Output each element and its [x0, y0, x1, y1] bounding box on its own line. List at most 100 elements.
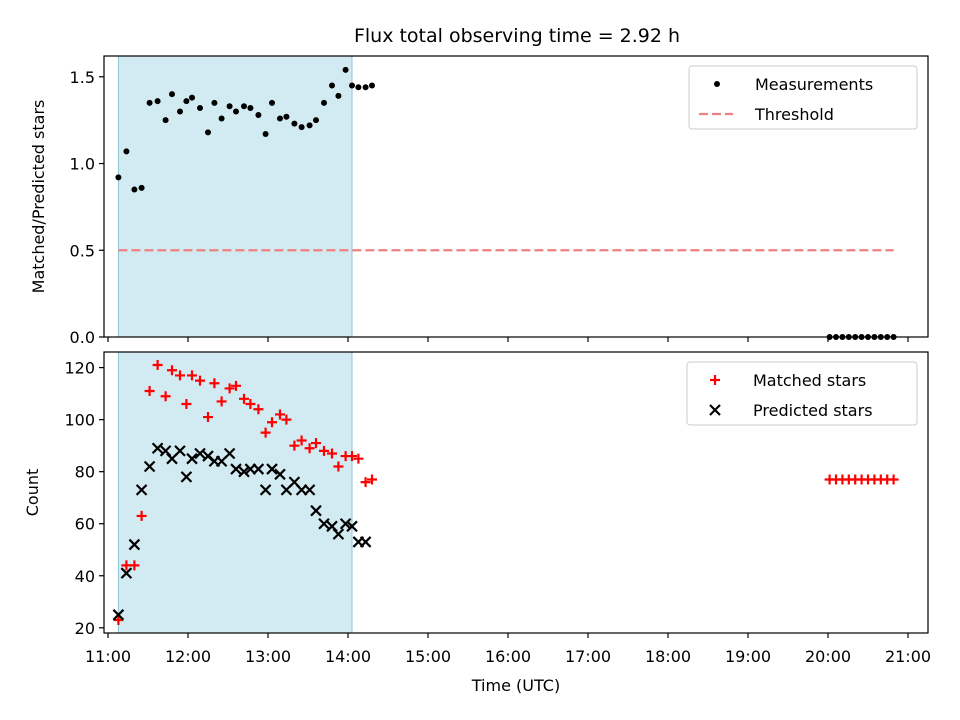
count-predicted-stars-point	[318, 517, 330, 530]
ratio-measurements-point	[226, 103, 233, 110]
count-predicted-stars-point	[194, 447, 206, 460]
count-matched-stars-point	[267, 417, 277, 428]
count-matched-stars-point	[319, 445, 329, 456]
ratio-legend-measurements-swatch	[714, 81, 720, 87]
ratio-y-tick-label: 1.5	[70, 68, 95, 87]
ratio-axes-frame	[103, 55, 929, 338]
ratio-measurements-point	[205, 129, 211, 136]
ratio-measurements-point	[131, 186, 138, 193]
count-matched-stars-point	[296, 435, 307, 446]
count-matched-stars-point	[113, 614, 124, 625]
ratio-y-tick-label: 1.0	[70, 155, 95, 174]
ratio-measurements-point	[342, 66, 349, 73]
count-y-tick-label: 100	[64, 411, 95, 430]
count-matched-stars-point	[367, 474, 377, 485]
count-x-tick-label: 18:00	[645, 647, 691, 666]
count-x-tick-label: 17:00	[565, 647, 611, 666]
count-matched-stars-point	[231, 380, 241, 391]
count-predicted-stars-point	[223, 447, 236, 460]
count-matched-stars-point	[253, 404, 264, 415]
ratio-measurements-point	[233, 108, 239, 115]
ratio-measurements-point	[313, 117, 319, 124]
count-predicted-stars-point	[230, 463, 242, 475]
ratio-measurements-point	[277, 115, 283, 122]
count-x-tick-label: 16:00	[485, 647, 531, 666]
ratio-measurements-point	[306, 122, 313, 129]
count-matched-stars-point	[239, 393, 249, 404]
count-x-tick-label: 14:00	[325, 647, 371, 666]
count-predicted-stars-point	[252, 463, 265, 475]
count-predicted-stars-point	[128, 538, 141, 551]
count-x-tick-label: 13:00	[245, 647, 291, 666]
ratio-measurements-point	[189, 94, 195, 101]
ratio-measurements-point	[329, 82, 335, 89]
ratio-measurements-point	[183, 98, 190, 105]
count-matched-stars-point	[281, 414, 292, 425]
count-matched-stars-point	[224, 383, 235, 394]
ratio-measurements-point	[177, 108, 183, 115]
ratio-measurements-point	[355, 84, 362, 91]
count-matched-stars-point	[129, 560, 140, 571]
ratio-measurements-point	[255, 111, 262, 118]
count-matched-stars-point	[152, 360, 163, 371]
count-predicted-stars-point	[346, 520, 358, 533]
count-predicted-stars-point	[174, 445, 186, 457]
count-matched-stars-point	[136, 510, 147, 521]
count-predicted-stars-point	[238, 465, 250, 478]
count-predicted-stars-point	[186, 452, 198, 465]
ratio-measurements-point	[241, 103, 247, 110]
count-matched-stars-point	[888, 474, 899, 485]
count-matched-stars-point	[167, 365, 177, 376]
count-predicted-stars-point	[120, 567, 133, 579]
count-y-tick-label: 80	[75, 463, 95, 482]
count-y-tick-label: 40	[75, 567, 95, 586]
ratio-measurements-point	[335, 92, 342, 99]
ratio-measurements-point	[123, 148, 130, 155]
count-matched-stars-point	[209, 378, 220, 389]
count-y-tick-label: 120	[64, 359, 95, 378]
ratio-measurements-point	[321, 99, 327, 106]
count-predicted-stars-point	[310, 504, 322, 517]
count-matched-stars-point	[216, 396, 227, 407]
ratio-panel: 0.0 0.5 1.0 1.5 Matched/Predicted stars Measu…	[29, 55, 929, 347]
ratio-legend-threshold-label: Threshold	[754, 105, 834, 124]
ratio-measurements-point	[262, 131, 269, 138]
ratio-measurements-point	[291, 120, 298, 127]
count-axes-frame	[103, 351, 929, 634]
count-panel: 20 40 60 80 100 120 11:00 12:00 13:00 14:00 15:00 1…	[23, 351, 931, 695]
count-predicted-stars-point	[151, 442, 164, 455]
count-matched-stars-point	[181, 399, 192, 410]
ratio-y-tick-label: 0.0	[70, 328, 95, 347]
ratio-measurements-point	[362, 84, 369, 91]
count-x-tick-label: 19:00	[725, 647, 771, 666]
count-legend-matched-stars-label: Matched stars	[753, 371, 866, 390]
count-legend-predicted-stars-label: Predicted stars	[753, 401, 873, 420]
count-matched-stars-point	[360, 477, 371, 488]
count-predicted-stars-point	[112, 609, 125, 621]
count-matched-stars-point	[347, 451, 357, 462]
count-legend	[686, 361, 918, 426]
ratio-measurements-point	[115, 174, 122, 181]
ratio-measurements-point	[269, 99, 275, 106]
count-matched-stars-point	[187, 370, 197, 381]
count-y-tick-label: 60	[75, 515, 95, 534]
figure-title: Flux total observing time = 2.92 h	[354, 25, 680, 47]
count-x-tick-label: 20:00	[805, 647, 851, 666]
ratio-measurements-point	[154, 98, 161, 105]
ratio-measurements-point	[283, 113, 290, 120]
count-x-tick-label: 15:00	[405, 647, 451, 666]
ratio-measurements-point	[218, 115, 225, 122]
count-y-tick-label: 20	[75, 619, 95, 638]
count-observing-span	[117, 351, 353, 634]
ratio-measurements-point	[138, 184, 145, 191]
count-matched-stars-point	[275, 409, 285, 420]
count-x-axis-title: Time (UTC)	[471, 676, 560, 695]
count-predicted-stars-point	[259, 484, 272, 496]
count-matched-stars-point	[203, 412, 213, 423]
ratio-measurements-point	[211, 99, 218, 106]
ratio-y-axis-title: Matched/Predicted stars	[29, 100, 48, 294]
count-predicted-stars-point	[143, 460, 156, 473]
count-predicted-stars-point	[339, 517, 352, 530]
count-predicted-stars-point	[332, 528, 345, 540]
